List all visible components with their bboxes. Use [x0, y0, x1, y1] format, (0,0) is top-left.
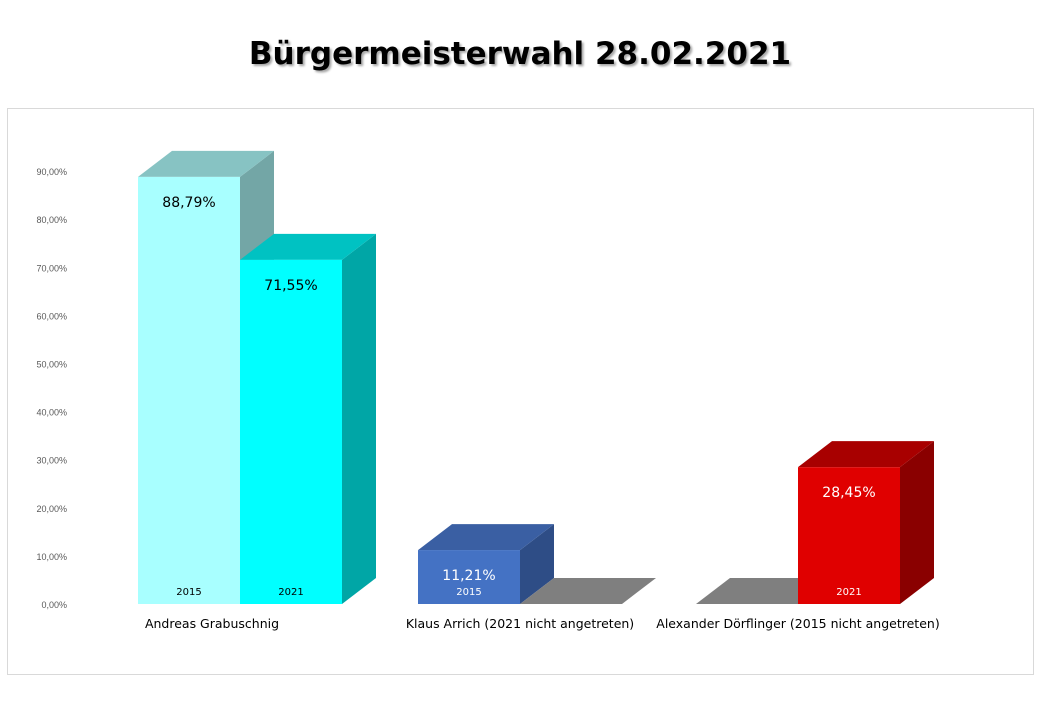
bar-top — [138, 150, 274, 177]
bar-top — [798, 441, 934, 468]
data-label: 71,55% — [264, 278, 317, 294]
y-tick-label: 40,00% — [36, 408, 67, 418]
y-tick-label: 30,00% — [36, 456, 67, 466]
y-tick-label: 50,00% — [36, 360, 67, 370]
bar — [798, 467, 900, 604]
bar — [418, 550, 520, 604]
category-label: Andreas Grabuschnig — [145, 616, 279, 631]
y-tick-label: 0,00% — [41, 600, 67, 610]
y-tick-label: 70,00% — [36, 263, 67, 273]
category-label: Alexander Dörflinger (2015 nicht angetre… — [656, 616, 939, 631]
data-label: 88,79% — [162, 195, 215, 211]
plot-area-frame — [7, 108, 1034, 675]
bar — [240, 259, 342, 604]
series-year-label: 2021 — [278, 587, 303, 598]
bar-side — [342, 233, 376, 605]
bar-top — [418, 524, 554, 551]
data-label: 28,45% — [822, 485, 875, 501]
series-year-label: 2015 — [456, 587, 481, 598]
y-tick-label: 20,00% — [36, 504, 67, 514]
y-tick-label: 60,00% — [36, 311, 67, 321]
bar-side — [520, 524, 554, 604]
bar-side — [900, 441, 934, 604]
bar — [138, 176, 240, 604]
category-label: Klaus Arrich (2021 nicht angetreten) — [406, 616, 634, 631]
series-year-label: 2021 — [836, 587, 861, 598]
y-tick-label: 90,00% — [36, 167, 67, 177]
data-label: 11,21% — [442, 568, 495, 584]
series-year-label: 2015 — [176, 587, 201, 598]
y-tick-label: 10,00% — [36, 552, 67, 562]
bar-top — [240, 233, 376, 260]
y-tick-label: 80,00% — [36, 215, 67, 225]
bar-top — [520, 578, 656, 604]
chart-title: Bürgermeisterwahl 28.02.2021 — [248, 36, 792, 72]
